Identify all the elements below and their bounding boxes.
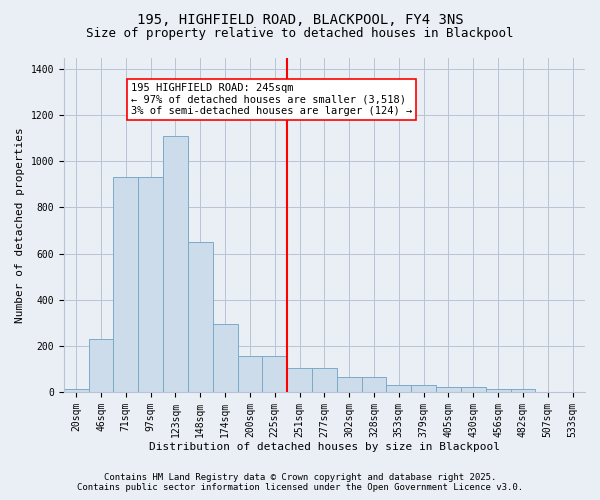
Bar [64, 388, 89, 392]
Bar [188, 242, 212, 392]
Text: 195 HIGHFIELD ROAD: 245sqm
← 97% of detached houses are smaller (3,518)
3% of se: 195 HIGHFIELD ROAD: 245sqm ← 97% of deta… [131, 83, 412, 116]
X-axis label: Distribution of detached houses by size in Blackpool: Distribution of detached houses by size … [149, 442, 500, 452]
Bar [486, 388, 511, 392]
Bar [89, 339, 113, 392]
Bar [163, 136, 188, 392]
Bar [212, 324, 238, 392]
Text: Size of property relative to detached houses in Blackpool: Size of property relative to detached ho… [86, 28, 514, 40]
Bar [386, 385, 411, 392]
Bar [436, 388, 461, 392]
Text: Contains HM Land Registry data © Crown copyright and database right 2025.
Contai: Contains HM Land Registry data © Crown c… [77, 473, 523, 492]
Bar [238, 356, 262, 392]
Text: 195, HIGHFIELD ROAD, BLACKPOOL, FY4 3NS: 195, HIGHFIELD ROAD, BLACKPOOL, FY4 3NS [137, 12, 463, 26]
Bar [312, 368, 337, 392]
Bar [138, 178, 163, 392]
Bar [113, 178, 138, 392]
Bar [461, 388, 486, 392]
Bar [287, 368, 312, 392]
Bar [262, 356, 287, 392]
Bar [337, 377, 362, 392]
Bar [411, 385, 436, 392]
Bar [511, 388, 535, 392]
Bar [362, 377, 386, 392]
Y-axis label: Number of detached properties: Number of detached properties [15, 127, 25, 322]
